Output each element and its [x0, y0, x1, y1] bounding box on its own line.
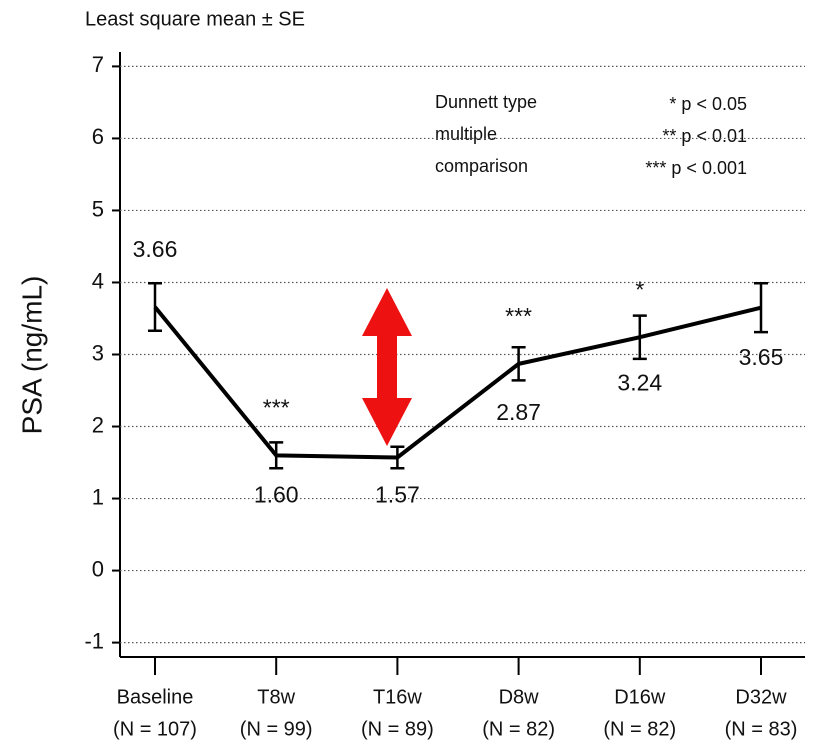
value-label: 1.57 — [375, 482, 420, 508]
y-tick-label: -1 — [84, 628, 104, 653]
x-tick-label: T8w — [257, 686, 295, 708]
y-axis-label: PSA (ng/mL) — [16, 276, 47, 435]
value-label: 3.66 — [133, 236, 178, 262]
y-tick-label: 2 — [92, 412, 104, 437]
legend-title: multiple — [435, 124, 497, 144]
error-bar — [269, 441, 284, 470]
x-n-label: (N = 82) — [603, 718, 676, 740]
value-label: 3.65 — [739, 344, 784, 370]
legend-title: Dunnett type — [435, 92, 537, 112]
x-tick-label: T16w — [373, 686, 422, 708]
x-n-label: (N = 99) — [240, 718, 313, 740]
data-line — [153, 305, 762, 460]
significance-label: *** — [505, 303, 532, 329]
red-arrow — [362, 288, 412, 446]
x-tick-label: D8w — [499, 686, 540, 708]
x-tick-label: D16w — [614, 686, 666, 708]
chart-title: Least square mean ± SE — [85, 8, 305, 30]
y-tick-label: 6 — [92, 124, 104, 149]
error-bar-line — [269, 441, 284, 470]
value-label: 3.24 — [617, 369, 662, 395]
y-tick-label: 4 — [92, 268, 104, 293]
error-bar-line — [511, 346, 526, 382]
legend-entry: ** p < 0.01 — [662, 126, 747, 146]
error-bar-line — [632, 314, 647, 361]
x-tick-label: Baseline — [117, 686, 194, 708]
x-n-label: (N = 82) — [482, 718, 555, 740]
y-tick-label: 7 — [92, 52, 104, 77]
legend-title: comparison — [435, 156, 528, 176]
error-bar-line — [754, 281, 768, 334]
x-n-label: (N = 107) — [113, 718, 197, 740]
error-bar — [754, 281, 768, 334]
x-n-label: (N = 89) — [361, 718, 434, 740]
error-bar-line — [148, 281, 162, 332]
y-tick-label: 3 — [92, 340, 104, 365]
value-label: 2.87 — [496, 399, 541, 425]
legend-entry: * p < 0.05 — [669, 94, 747, 114]
y-tick-label: 1 — [92, 484, 104, 509]
x-tick-label: D32w — [735, 686, 787, 708]
error-bar-line — [390, 445, 405, 470]
y-tick-label: 0 — [92, 556, 104, 581]
error-bar — [390, 445, 405, 470]
legend: Dunnett type multiple comparison * p < 0.05… — [435, 92, 747, 178]
legend-entry: *** p < 0.001 — [645, 158, 747, 178]
significance-label: * — [635, 276, 644, 302]
error-bar — [148, 281, 162, 332]
error-bar — [511, 346, 526, 382]
y-tick-label: 5 — [92, 196, 104, 221]
error-bar — [632, 314, 647, 361]
significance-label: *** — [263, 394, 290, 420]
value-label: 1.60 — [254, 481, 299, 507]
x-n-label: (N = 83) — [725, 718, 798, 740]
